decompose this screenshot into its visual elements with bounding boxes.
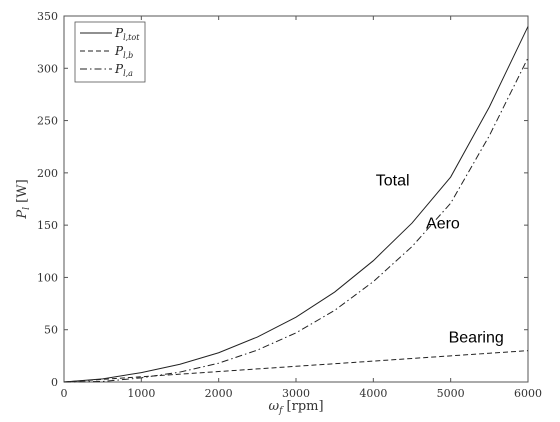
- y-tick-label: 200: [37, 167, 58, 180]
- annotation-label: Bearing: [449, 329, 504, 346]
- series-line-solid: [63, 26, 529, 383]
- legend-box: [74, 21, 146, 83]
- legend-label: Pl,b: [114, 44, 133, 60]
- y-axis-label: Pl [W]: [15, 179, 32, 219]
- x-tick-label: 5000: [437, 387, 465, 400]
- y-tick-label: 100: [37, 271, 58, 284]
- legend: Pl,tot Pl,b Pl,a: [74, 21, 146, 83]
- annotation-label: Aero: [426, 215, 460, 232]
- annotations: Total Aero Bearing: [376, 172, 504, 346]
- axis-ticks: 0 1000 2000 3000 4000 5000 6000 0 50 100 150 200 250…: [37, 10, 542, 400]
- series-line-dashed: [63, 350, 529, 383]
- legend-label: Pl,tot: [114, 26, 140, 42]
- legend-label: Pl,a: [114, 62, 133, 78]
- series-lines: [63, 26, 529, 383]
- x-tick-label: 0: [61, 387, 68, 400]
- x-tick-label: 1000: [127, 387, 155, 400]
- y-tick-label: 50: [44, 324, 58, 337]
- x-tick-label: 6000: [514, 387, 542, 400]
- y-tick-label: 250: [37, 115, 58, 128]
- x-axis-label: ωf [rpm]: [268, 399, 323, 416]
- x-tick-label: 3000: [282, 387, 310, 400]
- y-tick-label: 0: [51, 376, 58, 389]
- x-tick-label: 2000: [205, 387, 233, 400]
- y-tick-label: 300: [37, 62, 58, 75]
- annotation-label: Total: [376, 172, 410, 189]
- x-tick-label: 4000: [359, 387, 387, 400]
- y-tick-label: 150: [37, 219, 58, 232]
- y-tick-label: 350: [37, 10, 58, 23]
- series-line-dashdot: [63, 57, 529, 383]
